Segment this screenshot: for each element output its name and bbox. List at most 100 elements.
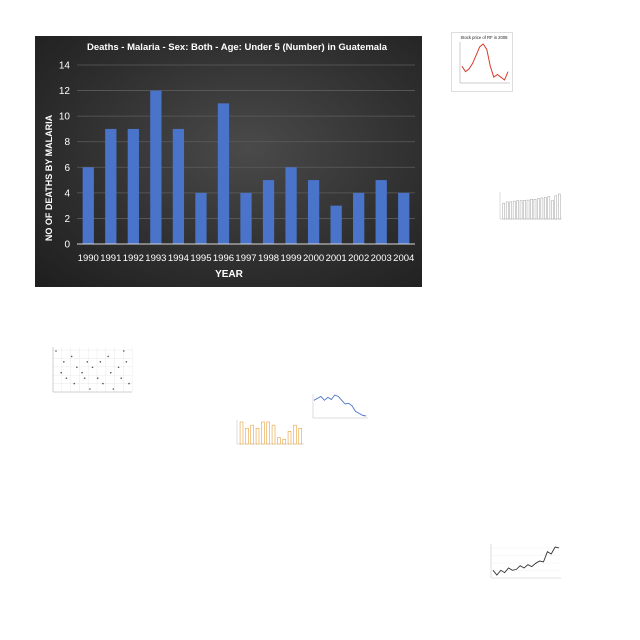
bar	[307, 180, 320, 244]
chart-title: Deaths - Malaria - Sex: Both - Age: Unde…	[87, 42, 388, 53]
orange-bar	[271, 424, 276, 445]
gray-bar-chart	[492, 186, 564, 230]
y-tick-label: 12	[59, 86, 71, 97]
gray-bar	[551, 200, 554, 220]
y-tick-label: 6	[64, 163, 70, 174]
blue-line-thumbnail	[308, 388, 370, 424]
dark-line-series	[492, 546, 560, 576]
malaria-deaths-chart: Deaths - Malaria - Sex: Both - Age: Unde…	[35, 36, 422, 287]
gray-bar	[512, 200, 516, 220]
x-tick-label: 1998	[258, 253, 279, 264]
orange-bar-chart	[222, 406, 308, 462]
scatter-point	[120, 377, 122, 379]
scatter-point	[99, 361, 102, 363]
gray-bar	[554, 195, 558, 220]
scatter-point	[86, 361, 89, 363]
x-tick-label: 1996	[213, 253, 234, 264]
blue-line-background	[308, 388, 370, 424]
y-tick-label: 8	[64, 137, 70, 148]
y-tick-label: 10	[59, 112, 71, 123]
bar	[262, 180, 275, 244]
x-tick-label: 2004	[393, 253, 414, 264]
stock-price-line	[461, 43, 509, 81]
orange-bar	[293, 424, 297, 445]
x-tick-label: 2001	[326, 253, 347, 264]
bar	[330, 205, 342, 244]
gray-bar	[519, 200, 523, 220]
orange-bar	[250, 424, 254, 445]
scatter-thumbnail	[38, 338, 134, 402]
bar	[353, 192, 365, 244]
scatter-point	[65, 377, 68, 379]
stock-price-thumbnail: Stock price of RF in 2008	[451, 32, 513, 92]
stock-price-frame	[451, 32, 513, 92]
blue-line-series	[313, 394, 367, 417]
scatter-point	[55, 350, 57, 352]
scatter-point	[73, 382, 76, 385]
bars-group	[82, 90, 410, 244]
orange-bar	[266, 421, 270, 445]
scatter-point	[109, 371, 112, 374]
malaria-deaths-chart-svg: Deaths - Malaria - Sex: Both - Age: Unde…	[44, 42, 415, 280]
gray-bar	[526, 199, 530, 220]
y-tick-label: 14	[59, 61, 71, 72]
stock-price-title: Stock price of RF in 2008	[460, 35, 508, 40]
orange-bar	[282, 438, 286, 445]
dark-line-background	[483, 536, 563, 586]
y-axis-label: NO OF DEATHS BY MALARIA	[44, 114, 54, 241]
scatter-point	[117, 366, 120, 369]
orange-bar	[298, 427, 302, 445]
stock-price-chart: Stock price of RF in 2008	[451, 32, 513, 92]
x-tick-label: 1993	[145, 253, 166, 264]
scatter-point	[96, 377, 99, 379]
bar	[240, 192, 252, 244]
scatter-point	[63, 361, 65, 363]
y-tick-label: 4	[64, 188, 70, 199]
gray-bar	[544, 197, 547, 220]
scatter-point	[102, 382, 104, 385]
x-tick-label: 1992	[123, 253, 144, 264]
scatter-point	[76, 366, 78, 369]
x-axis-label: YEAR	[215, 269, 244, 280]
orange-bar	[261, 421, 265, 445]
orange-bar	[255, 427, 260, 445]
scatter-point	[89, 388, 91, 390]
bar	[375, 180, 387, 244]
bar	[172, 128, 185, 244]
bar	[398, 192, 410, 244]
orange-bars	[239, 421, 302, 445]
gray-bar	[530, 199, 533, 220]
orange-bar	[245, 427, 249, 445]
x-tick-label: 1999	[280, 253, 301, 264]
orange-bar	[277, 437, 281, 445]
x-tick-label: 1997	[235, 253, 256, 264]
x-tick-label: 1994	[168, 253, 189, 264]
bar	[285, 167, 297, 244]
scatter-background	[38, 338, 134, 402]
scatter-point	[70, 355, 73, 358]
bar	[150, 90, 162, 244]
x-tick-label: 1990	[78, 253, 99, 264]
x-tick-label: 2000	[303, 253, 324, 264]
gray-bar	[547, 196, 551, 220]
bar	[82, 167, 94, 244]
gray-bar	[558, 193, 561, 220]
bar	[105, 128, 117, 244]
orange-bar-thumbnail	[222, 406, 308, 462]
gray-bars	[502, 193, 561, 220]
x-tick-label: 2002	[348, 253, 369, 264]
gray-bar	[523, 200, 526, 220]
scatter-points	[55, 350, 130, 390]
orange-bar	[287, 431, 292, 445]
gray-bar	[509, 201, 512, 220]
x-tick-label: 1995	[190, 253, 211, 264]
scatter-point	[125, 361, 128, 363]
dark-line-thumbnail	[483, 536, 563, 586]
scatter-point	[107, 355, 109, 358]
scatter-point	[122, 350, 125, 352]
gray-bar	[533, 199, 537, 220]
gray-bar	[516, 200, 519, 220]
bar	[217, 103, 230, 244]
scatter-point	[81, 371, 83, 374]
gray-bar	[537, 198, 540, 220]
